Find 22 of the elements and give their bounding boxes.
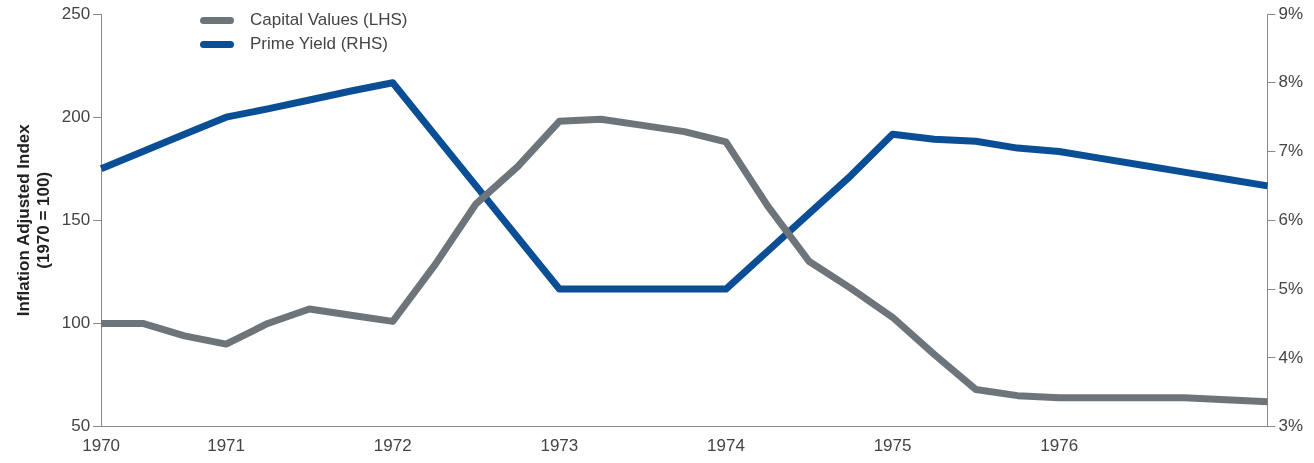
y2-tick-label: 6% xyxy=(1278,209,1304,229)
y2-tick-label: 8% xyxy=(1278,72,1304,92)
y-tick-label: 100 xyxy=(61,313,91,333)
y-axis-title: Inflation Adjusted Index (1970 = 100) xyxy=(13,123,54,317)
legend-label: Prime Yield (RHS) xyxy=(250,34,388,54)
x-tick-label: 1976 xyxy=(1040,436,1079,456)
x-tick-label: 1973 xyxy=(540,436,579,456)
x-tick-label: 1972 xyxy=(373,436,412,456)
y2-tick-label: 7% xyxy=(1278,141,1304,161)
y2-tick-label: 4% xyxy=(1278,347,1304,367)
y-tick-label: 250 xyxy=(61,3,91,23)
x-tick-label: 1974 xyxy=(707,436,745,456)
x-tick-label: 1975 xyxy=(873,436,912,456)
y-tick-label: 200 xyxy=(61,106,91,126)
y-tick-label: 150 xyxy=(61,209,91,229)
x-tick-label: 1970 xyxy=(82,436,121,456)
y2-tick-label: 3% xyxy=(1278,416,1304,436)
y2-tick-label: 5% xyxy=(1278,278,1304,298)
legend-label: Capital Values (LHS) xyxy=(250,10,408,30)
y2-tick-label: 9% xyxy=(1278,3,1304,23)
y-tick-label: 50 xyxy=(71,416,91,436)
x-tick-label: 1971 xyxy=(207,436,246,456)
